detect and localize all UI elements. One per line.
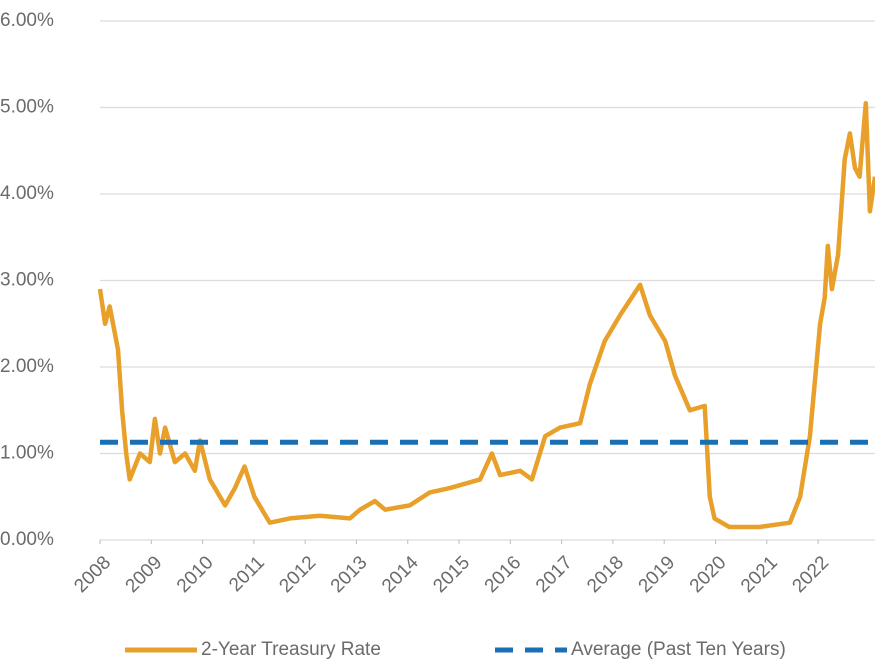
x-tick-label: 2008 xyxy=(70,552,115,597)
y-tick-label: 0.00% xyxy=(0,529,54,550)
x-tick-label: 2012 xyxy=(275,552,320,597)
x-tick-label: 2014 xyxy=(378,552,423,597)
x-tick-label: 2018 xyxy=(583,552,628,597)
series-line xyxy=(97,100,875,530)
y-tick-label: 5.00% xyxy=(0,97,54,118)
x-tick-label: 2017 xyxy=(532,552,577,597)
y-tick-label: 6.00% xyxy=(0,10,54,31)
x-tick-label: 2010 xyxy=(173,552,218,597)
y-tick-label: 4.00% xyxy=(0,183,54,204)
y-tick-label: 2.00% xyxy=(0,356,54,377)
x-tick-label: 2015 xyxy=(429,552,474,597)
legend-label: 2-Year Treasury Rate xyxy=(201,639,381,660)
x-tick-label: 2021 xyxy=(737,552,782,597)
x-tick-label: 2011 xyxy=(225,552,269,596)
x-tick-label: 2019 xyxy=(635,552,680,597)
y-tick-label: 3.00% xyxy=(0,270,54,291)
y-tick-label: 1.00% xyxy=(0,443,54,464)
legend-label: Average (Past Ten Years) xyxy=(571,639,786,660)
x-tick-label: 2022 xyxy=(788,552,833,597)
x-tick-label: 2016 xyxy=(481,552,526,597)
x-tick-label: 2009 xyxy=(122,552,167,597)
x-tick-label: 2013 xyxy=(327,552,372,597)
x-tick-label: 2020 xyxy=(686,552,731,597)
